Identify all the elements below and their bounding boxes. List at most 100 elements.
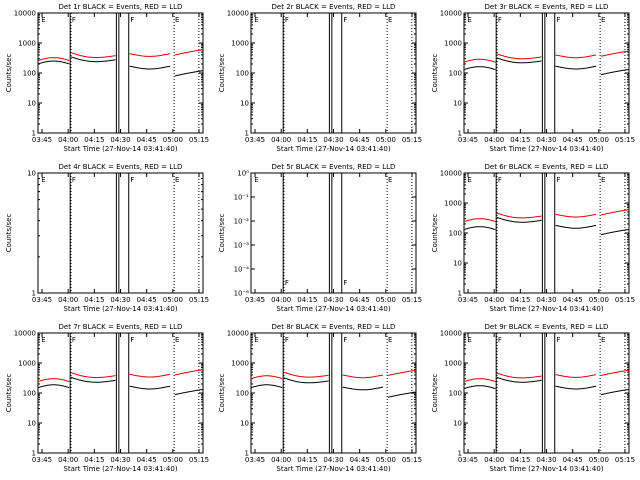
x-tick-label: 04:15: [84, 456, 104, 464]
flag-label: F: [498, 16, 502, 24]
x-tick-label: 04:45: [137, 136, 157, 144]
y-tick-label: 1: [245, 130, 249, 138]
flag-label: E: [254, 336, 258, 344]
y-tick-label: 1: [458, 290, 462, 298]
flag-label: F: [285, 279, 289, 287]
flag-label: E: [175, 16, 179, 24]
x-axis-label: Start Time (27-Nov-14 03:41:40): [63, 305, 177, 313]
x-axis-label: Start Time (27-Nov-14 03:41:40): [276, 145, 390, 153]
plot-frame: [463, 332, 630, 454]
flag-label: F: [72, 336, 76, 344]
lld-series-segment: [129, 53, 171, 57]
flag-label: E: [254, 16, 258, 24]
x-tick-label: 05:15: [189, 136, 209, 144]
y-tick-label: 10: [453, 100, 462, 108]
y-tick-label: 10⁻³: [234, 242, 250, 250]
flag-label: F: [343, 279, 347, 287]
x-tick-label: 05:00: [376, 296, 396, 304]
y-tick-label: 10: [27, 100, 36, 108]
flag-label: F: [556, 16, 560, 24]
flag-label: E: [601, 16, 605, 24]
x-axis-label: Start Time (27-Nov-14 03:41:40): [489, 465, 603, 473]
x-tick-label: 04:45: [350, 456, 370, 464]
flag-label: E: [467, 176, 471, 184]
plot-frame: [250, 12, 417, 134]
events-series-segment: [342, 386, 384, 391]
y-tick-label: 1: [32, 450, 36, 458]
x-tick-label: 05:00: [376, 456, 396, 464]
x-axis-label: Start Time (27-Nov-14 03:41:40): [276, 305, 390, 313]
x-tick-label: 04:00: [271, 136, 291, 144]
events-series-segment: [387, 391, 417, 398]
lld-series-segment: [283, 371, 329, 378]
lld-series-segment: [496, 372, 542, 379]
x-tick-label: 04:45: [137, 296, 157, 304]
x-tick-label: 04:30: [110, 136, 130, 144]
y-tick-label: 10⁻⁴: [234, 266, 250, 274]
flag-label: F: [130, 176, 134, 184]
y-tick-label: 1: [458, 130, 462, 138]
detector-panel-5: Det 5r BLACK = Events, RED = LLD Counts/s…: [218, 163, 422, 313]
lld-series-segment: [70, 52, 116, 58]
lld-series-segment: [496, 212, 542, 219]
x-tick-label: 04:45: [350, 296, 370, 304]
lld-series-segment: [250, 375, 283, 380]
flag-label: E: [467, 336, 471, 344]
events-series-segment: [600, 68, 630, 76]
x-axis-label: Start Time (27-Nov-14 03:41:40): [489, 145, 603, 153]
flag-label: E: [388, 16, 392, 24]
y-tick-label: 10⁻¹: [234, 194, 250, 202]
x-tick-label: 04:45: [563, 296, 583, 304]
x-tick-label: 03:45: [458, 456, 478, 464]
x-tick-label: 04:15: [297, 136, 317, 144]
y-tick-label: 1000: [18, 360, 36, 368]
x-tick-label: 04:15: [297, 296, 317, 304]
x-tick-label: 04:00: [484, 296, 504, 304]
flag-label: F: [285, 336, 289, 344]
y-axis-label: Counts/sec: [5, 54, 13, 93]
y-tick-label: 10000: [440, 170, 462, 178]
x-tick-label: 05:15: [189, 456, 209, 464]
y-axis-label: Counts/sec: [431, 374, 439, 413]
events-series-segment: [555, 225, 597, 229]
x-tick-label: 05:00: [163, 136, 183, 144]
x-tick-label: 04:45: [563, 136, 583, 144]
events-series-segment: [37, 384, 70, 389]
flag-label: E: [41, 176, 45, 184]
flag-label: E: [601, 176, 605, 184]
plot-frame: [250, 172, 417, 294]
flag-label: E: [254, 176, 258, 184]
x-tick-label: 03:45: [245, 456, 265, 464]
x-tick-label: 04:00: [58, 296, 78, 304]
lld-series-segment: [463, 218, 496, 223]
flag-label: F: [343, 16, 347, 24]
x-tick-label: 04:00: [58, 136, 78, 144]
x-tick-label: 04:45: [137, 456, 157, 464]
panel-title: Det 2r BLACK = Events, RED = LLD: [272, 3, 396, 11]
lld-series-segment: [174, 49, 204, 56]
flag-label: E: [388, 336, 392, 344]
x-tick-label: 05:15: [402, 296, 422, 304]
events-series-segment: [250, 384, 283, 389]
y-tick-label: 100: [23, 390, 36, 398]
lld-series-segment: [555, 54, 597, 59]
y-tick-label: 10000: [227, 330, 249, 338]
y-tick-label: 10000: [14, 10, 36, 18]
events-series-segment: [463, 385, 496, 390]
events-series-segment: [496, 376, 542, 383]
flag-label: F: [498, 336, 502, 344]
x-tick-label: 04:00: [271, 456, 291, 464]
x-axis-label: Start Time (27-Nov-14 03:41:40): [489, 305, 603, 313]
y-tick-label: 1: [32, 290, 36, 298]
lld-series-segment: [387, 369, 417, 376]
x-tick-label: 05:00: [589, 456, 609, 464]
lld-series-segment: [555, 374, 597, 378]
x-tick-label: 04:30: [323, 456, 343, 464]
x-tick-label: 05:00: [589, 296, 609, 304]
x-tick-label: 03:45: [245, 136, 265, 144]
flag-label: E: [388, 176, 392, 184]
x-tick-label: 03:45: [32, 456, 52, 464]
flag-label: F: [72, 176, 76, 184]
events-series-segment: [600, 388, 630, 396]
x-tick-label: 04:00: [271, 296, 291, 304]
